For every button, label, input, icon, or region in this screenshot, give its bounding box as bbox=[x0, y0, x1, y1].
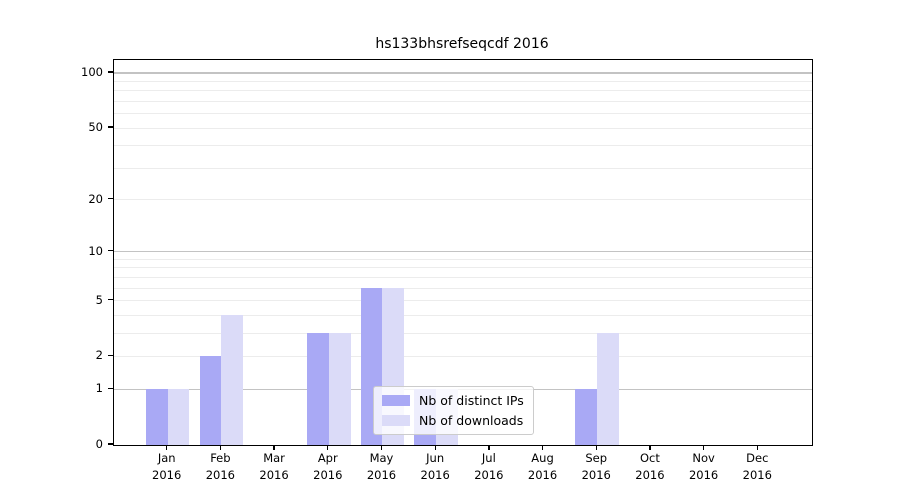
bar-downloads-sep bbox=[597, 333, 620, 445]
gridline-minor-7 bbox=[114, 276, 812, 278]
plot-area: Nb of distinct IPs Nb of downloads bbox=[113, 59, 813, 446]
y-tick-label-50: 50 bbox=[88, 120, 103, 135]
gridline-major-10 bbox=[114, 251, 812, 253]
x-tick-label-nov: Nov 2016 bbox=[672, 450, 736, 483]
x-tick-year: 2016 bbox=[152, 467, 182, 482]
gridline-minor-4 bbox=[114, 314, 812, 316]
gridline-minor-8 bbox=[114, 267, 812, 269]
x-tick-month: Jul bbox=[481, 451, 496, 465]
gridline-minor-90 bbox=[114, 80, 812, 82]
x-tick-mark-oct bbox=[649, 445, 651, 450]
x-tick-mark-aug bbox=[541, 445, 544, 450]
x-tick-label-may: May 2016 bbox=[349, 450, 413, 483]
legend-label-distinct-ips: Nb of distinct IPs bbox=[419, 393, 524, 408]
x-tick-month: Apr bbox=[317, 451, 338, 465]
x-tick-label-oct: Oct 2016 bbox=[618, 450, 682, 483]
gridline-minor-30 bbox=[114, 167, 812, 169]
gridline-minor-20 bbox=[114, 199, 812, 201]
y-tick-mark-20 bbox=[108, 197, 113, 200]
legend-label-downloads: Nb of downloads bbox=[419, 413, 524, 428]
gridline-minor-60 bbox=[114, 113, 812, 115]
x-tick-month: Oct bbox=[639, 451, 660, 465]
y-tick-mark-10 bbox=[108, 250, 113, 252]
x-tick-mark-apr bbox=[327, 445, 329, 450]
x-tick-year: 2016 bbox=[420, 467, 450, 482]
gridline-minor-9 bbox=[114, 258, 812, 260]
x-tick-month: Jun bbox=[426, 451, 445, 465]
x-tick-year: 2016 bbox=[474, 467, 504, 482]
x-tick-year: 2016 bbox=[259, 467, 289, 482]
bar-ips-feb bbox=[199, 356, 222, 445]
legend-swatch-downloads bbox=[382, 415, 410, 426]
gridline-major-100 bbox=[114, 72, 812, 74]
x-tick-label-mar: Mar 2016 bbox=[242, 450, 306, 483]
x-tick-label-sep: Sep 2016 bbox=[564, 450, 628, 483]
gridline-minor-70 bbox=[114, 100, 812, 102]
x-tick-mark-dec bbox=[756, 445, 758, 450]
x-tick-month: Feb bbox=[210, 451, 231, 465]
x-tick-mark-mar bbox=[273, 445, 275, 450]
x-tick-year: 2016 bbox=[527, 467, 558, 482]
gridline-minor-6 bbox=[114, 287, 812, 289]
y-tick-label-1: 1 bbox=[95, 381, 103, 396]
x-tick-month: Sep bbox=[585, 451, 608, 465]
y-tick-mark-0 bbox=[108, 443, 113, 445]
x-tick-month: Jan bbox=[157, 451, 176, 465]
x-tick-mark-jul bbox=[488, 445, 490, 450]
x-tick-mark-may bbox=[380, 445, 383, 450]
legend-entry-downloads: Nb of downloads bbox=[382, 413, 524, 428]
gridline-minor-5 bbox=[114, 300, 812, 302]
x-tick-mark-feb bbox=[219, 445, 222, 450]
x-tick-month: Nov bbox=[692, 451, 715, 465]
y-tick-mark-1 bbox=[108, 387, 113, 389]
chart-title: hs133bhsrefseqcdf 2016 bbox=[375, 36, 549, 52]
y-tick-mark-2 bbox=[108, 354, 113, 357]
x-tick-year: 2016 bbox=[742, 467, 772, 482]
bar-ips-apr bbox=[306, 333, 329, 445]
y-tick-label-2: 2 bbox=[95, 348, 103, 363]
bar-downloads-jan bbox=[167, 389, 190, 445]
y-tick-label-100: 100 bbox=[81, 64, 103, 79]
y-tick-mark-50 bbox=[108, 126, 113, 128]
x-tick-year: 2016 bbox=[688, 467, 719, 482]
bar-ips-jan bbox=[145, 389, 168, 445]
x-tick-label-aug: Aug 2016 bbox=[511, 450, 575, 483]
x-tick-year: 2016 bbox=[635, 467, 665, 482]
x-tick-month: May bbox=[369, 451, 394, 465]
gridline-minor-80 bbox=[114, 90, 812, 92]
gridline-minor-50 bbox=[114, 127, 812, 129]
y-tick-label-10: 10 bbox=[88, 243, 103, 258]
x-tick-year: 2016 bbox=[205, 467, 236, 482]
x-tick-label-jun: Jun 2016 bbox=[403, 450, 467, 483]
gridline-minor-3 bbox=[114, 332, 812, 334]
x-tick-label-apr: Apr 2016 bbox=[296, 450, 360, 483]
x-tick-month: Dec bbox=[746, 451, 769, 465]
x-tick-mark-sep bbox=[595, 445, 597, 450]
gridline-minor-40 bbox=[114, 145, 812, 147]
y-tick-label-5: 5 bbox=[95, 292, 103, 307]
y-tick-label-0: 0 bbox=[95, 437, 103, 451]
x-tick-year: 2016 bbox=[313, 467, 343, 482]
bar-ips-sep bbox=[575, 389, 598, 445]
x-tick-mark-nov bbox=[703, 445, 705, 450]
x-tick-month: Aug bbox=[531, 451, 554, 465]
x-tick-label-dec: Dec 2016 bbox=[725, 450, 789, 483]
bar-downloads-feb bbox=[221, 315, 244, 445]
legend-entry-distinct-ips: Nb of distinct IPs bbox=[382, 393, 524, 408]
bar-downloads-apr bbox=[328, 333, 351, 445]
x-tick-label-jul: Jul 2016 bbox=[457, 450, 521, 483]
x-tick-year: 2016 bbox=[366, 467, 397, 482]
legend: Nb of distinct IPs Nb of downloads bbox=[373, 386, 534, 435]
x-tick-mark-jun bbox=[434, 445, 436, 450]
legend-swatch-distinct-ips bbox=[382, 395, 410, 406]
x-tick-label-jan: Jan 2016 bbox=[135, 450, 199, 483]
y-tick-mark-100 bbox=[108, 71, 113, 73]
x-tick-month: Mar bbox=[263, 451, 285, 465]
x-tick-year: 2016 bbox=[581, 467, 611, 482]
x-tick-label-feb: Feb 2016 bbox=[188, 450, 252, 483]
y-tick-label-20: 20 bbox=[88, 191, 103, 206]
x-tick-mark-jan bbox=[166, 445, 168, 450]
y-tick-mark-5 bbox=[108, 298, 113, 301]
